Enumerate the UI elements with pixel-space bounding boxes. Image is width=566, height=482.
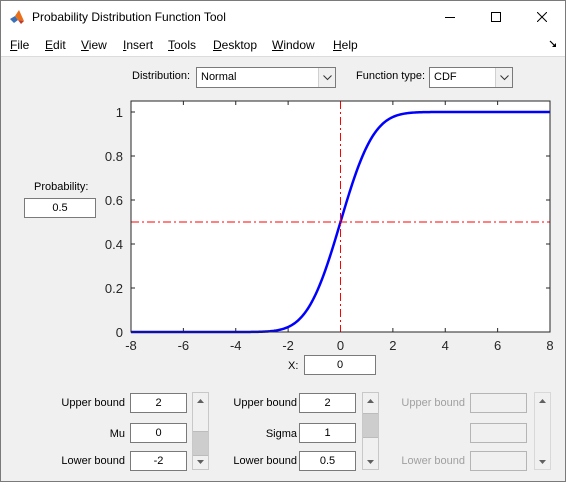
scroll-up-button[interactable] — [363, 393, 378, 408]
minimize-button[interactable] — [427, 1, 473, 33]
y-tick-label: 0.6 — [105, 193, 123, 208]
x-tick-label: 6 — [494, 338, 501, 353]
function-type-dropdown[interactable]: CDF — [429, 67, 513, 88]
chevron-down-icon — [322, 74, 332, 80]
x-label: X: — [288, 360, 299, 372]
scroll-up-button[interactable] — [193, 393, 208, 408]
menu-edit[interactable]: Edit — [45, 38, 66, 52]
mu-lower-bound-label: Lower bound — [61, 455, 125, 467]
x-tick-label: -2 — [282, 338, 294, 353]
x-input[interactable]: 0 — [304, 355, 376, 375]
close-icon — [537, 12, 547, 22]
distribution-label: Distribution: — [132, 70, 191, 82]
probability-input[interactable]: 0.5 — [24, 198, 96, 218]
distribution-value: Normal — [201, 71, 237, 83]
scroll-down-button[interactable] — [193, 454, 208, 469]
x-tick-label: 0 — [337, 338, 344, 353]
sigma-lower-bound-label: Lower bound — [233, 455, 297, 467]
distribution-dropdown[interactable]: Normal — [196, 67, 336, 88]
scroll-up-button — [535, 393, 550, 408]
x-tick-label: 4 — [442, 338, 449, 353]
param3-input — [470, 423, 527, 443]
sigma-label: Sigma — [265, 428, 297, 440]
dock-arrow-icon[interactable] — [549, 40, 557, 48]
maximize-button[interactable] — [473, 1, 519, 33]
maximize-icon — [491, 12, 501, 22]
menu-desktop[interactable]: Desktop — [213, 38, 258, 52]
scroll-down-icon — [539, 459, 546, 464]
function-type-label: Function type: — [356, 70, 426, 82]
x-tick-label: -6 — [178, 338, 190, 353]
plot-axes-box — [130, 100, 551, 333]
scroll-down-button[interactable] — [363, 454, 378, 469]
param3-upper-bound-input — [470, 393, 527, 413]
y-tick-label: 0.4 — [105, 237, 123, 252]
menu-bar: File Edit View Insert Tools Desktop Wind… — [1, 33, 565, 57]
menu-window[interactable]: Window — [272, 38, 315, 52]
mu-scroll-thumb[interactable] — [193, 431, 208, 456]
scroll-down-icon — [367, 459, 374, 464]
mu-upper-bound-input[interactable]: 2 — [130, 393, 187, 413]
minimize-icon — [445, 17, 455, 18]
menu-file[interactable]: File — [10, 38, 30, 52]
sigma-input[interactable]: 1 — [299, 423, 356, 443]
scroll-down-icon — [197, 459, 204, 464]
y-tick-label: 1 — [116, 105, 123, 120]
param3-lower-bound-input — [470, 451, 527, 471]
sigma-scroll-thumb[interactable] — [363, 413, 378, 438]
mu-input[interactable]: 0 — [130, 423, 187, 443]
param3-scrollbar — [534, 392, 551, 470]
y-tick-label: 0 — [116, 325, 123, 340]
y-tick-label: 0.2 — [105, 281, 123, 296]
x-tick-label: -8 — [125, 338, 137, 353]
mu-lower-bound-input[interactable]: -2 — [130, 451, 187, 471]
x-tick-label: 2 — [389, 338, 396, 353]
function-type-value: CDF — [434, 71, 457, 83]
y-tick-label: 0.8 — [105, 149, 123, 164]
mu-scrollbar[interactable] — [192, 392, 209, 470]
close-button[interactable] — [519, 1, 565, 33]
matlab-logo-icon — [10, 10, 24, 24]
scroll-up-icon — [197, 398, 204, 403]
cdf-plot[interactable]: -8 -6 -4 -2 0 2 4 6 8 0 0.2 0.4 0.6 0.8 1 — [1, 1, 566, 361]
window-title: Probability Distribution Function Tool — [32, 10, 226, 24]
param3-lower-bound-label: Lower bound — [401, 455, 465, 467]
scroll-down-button — [535, 454, 550, 469]
probability-label: Probability: — [34, 181, 89, 193]
sigma-lower-bound-input[interactable]: 0.5 — [299, 451, 356, 471]
sigma-scrollbar[interactable] — [362, 392, 379, 470]
menu-help[interactable]: Help — [333, 38, 358, 52]
sigma-upper-bound-input[interactable]: 2 — [299, 393, 356, 413]
x-tick-label: -4 — [230, 338, 242, 353]
mu-label: Mu — [109, 428, 125, 440]
title-bar: Probability Distribution Function Tool — [1, 1, 565, 33]
x-tick-label: 8 — [546, 338, 553, 353]
menu-insert[interactable]: Insert — [123, 38, 154, 52]
scroll-up-icon — [367, 398, 374, 403]
mu-upper-bound-label: Upper bound — [61, 397, 125, 409]
chevron-down-icon — [499, 74, 509, 80]
param3-upper-bound-label: Upper bound — [401, 397, 465, 409]
scroll-up-icon — [539, 398, 546, 403]
sigma-upper-bound-label: Upper bound — [233, 397, 297, 409]
menu-view[interactable]: View — [81, 38, 107, 52]
menu-tools[interactable]: Tools — [168, 38, 197, 52]
